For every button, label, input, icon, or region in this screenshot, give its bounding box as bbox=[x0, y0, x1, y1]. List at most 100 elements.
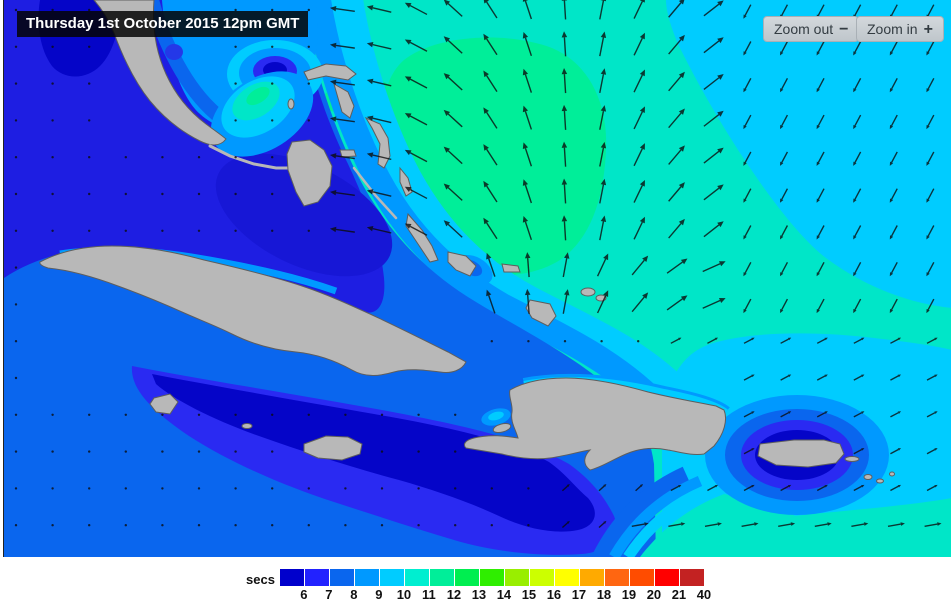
swell-arrow-dot bbox=[124, 156, 128, 159]
swell-arrow-dot bbox=[51, 119, 54, 122]
legend-cell-16: 16 bbox=[529, 569, 561, 602]
swell-arrow-dot bbox=[271, 8, 274, 12]
swell-arrow bbox=[926, 77, 935, 93]
swell-arrow bbox=[329, 226, 355, 233]
swell-arrow-dot bbox=[307, 413, 310, 416]
swell-arrow bbox=[561, 520, 570, 529]
legend-tick-label: 19 bbox=[621, 587, 637, 602]
swell-arrow-dot bbox=[14, 156, 18, 159]
swell-arrow-dot bbox=[14, 340, 18, 343]
swell-arrow bbox=[703, 37, 724, 54]
swell-arrow bbox=[779, 261, 789, 277]
swell-arrow bbox=[816, 151, 825, 166]
swell-arrow bbox=[443, 146, 463, 165]
swell-arrow bbox=[599, 178, 607, 204]
swell-arrow bbox=[668, 71, 685, 92]
swell-arrow-dot bbox=[14, 487, 18, 490]
swell-arrow bbox=[668, 218, 685, 239]
swell-arrow-dot bbox=[88, 156, 91, 159]
swell-arrow bbox=[779, 298, 789, 314]
swell-arrow bbox=[926, 484, 938, 492]
swell-arrow bbox=[779, 114, 789, 130]
swell-arrow bbox=[366, 41, 392, 50]
swell-arrow bbox=[486, 289, 496, 314]
swell-arrow-dot bbox=[271, 413, 274, 416]
swell-arrow-dot bbox=[344, 487, 347, 490]
swell-arrow bbox=[743, 4, 752, 19]
swell-arrow-dot bbox=[88, 413, 91, 416]
swell-arrow bbox=[561, 31, 568, 57]
crooked-acklins-islands bbox=[447, 251, 477, 277]
ocean-10s-se-band bbox=[623, 482, 715, 557]
zoom-out-button[interactable]: Zoom out − bbox=[763, 16, 860, 42]
swell-arrow bbox=[816, 484, 828, 492]
swell-arrow bbox=[329, 42, 355, 49]
swell-arrow-dot bbox=[234, 156, 237, 159]
swell-arrow bbox=[853, 77, 862, 93]
swell-arrow-dot bbox=[307, 487, 310, 490]
swell-arrow bbox=[816, 114, 825, 130]
swell-arrow bbox=[926, 225, 935, 240]
swell-arrow bbox=[633, 216, 645, 240]
ocean-6s-south-cuba bbox=[152, 374, 595, 532]
swell-arrow-dot bbox=[380, 450, 384, 453]
zoom-in-button[interactable]: Zoom in + bbox=[856, 16, 944, 42]
swell-arrow-dot bbox=[490, 487, 493, 490]
swell-arrow bbox=[483, 144, 498, 166]
swell-arrow bbox=[599, 68, 607, 94]
swell-arrow bbox=[703, 0, 724, 17]
swell-arrow-dot bbox=[124, 192, 128, 196]
swell-arrow bbox=[404, 76, 428, 89]
swell-arrow bbox=[889, 225, 898, 240]
swell-arrow-dot bbox=[51, 229, 54, 232]
swell-arrow bbox=[522, 0, 533, 20]
legend-tick-label: 9 bbox=[375, 587, 383, 602]
swell-arrow bbox=[483, 180, 498, 203]
swell-arrow bbox=[596, 253, 609, 277]
swell-arrow bbox=[666, 295, 688, 311]
swell-arrow-dot bbox=[88, 229, 91, 232]
swell-arrow bbox=[483, 217, 498, 240]
swell-arrow-dot bbox=[51, 45, 54, 48]
cuba-landmass bbox=[39, 245, 467, 376]
swell-arrow-dot bbox=[161, 413, 164, 416]
swell-arrow-dot bbox=[161, 487, 164, 490]
swell-arrow-dot bbox=[88, 487, 91, 490]
swell-arrow bbox=[779, 151, 789, 166]
swell-arrow bbox=[926, 261, 935, 277]
swell-arrow-dot bbox=[417, 413, 420, 416]
swell-arrow bbox=[524, 252, 531, 278]
legend-tick-label: 14 bbox=[496, 587, 512, 602]
swell-arrow bbox=[743, 41, 752, 56]
new-providence-island bbox=[339, 149, 357, 158]
swell-arrow bbox=[562, 289, 570, 314]
swell-period-map[interactable] bbox=[3, 0, 951, 557]
swell-arrow bbox=[889, 151, 898, 166]
swell-arrow-dot bbox=[271, 487, 274, 490]
swell-arrow bbox=[599, 105, 607, 130]
ocean-10s-topright bbox=[666, 0, 951, 308]
swell-arrow bbox=[779, 41, 789, 56]
swell-arrow-dot bbox=[161, 156, 164, 159]
swell-arrow bbox=[596, 290, 609, 314]
legend-cell-40: 40 bbox=[679, 569, 711, 602]
swell-arrow bbox=[743, 298, 752, 314]
swell-arrow bbox=[816, 41, 825, 56]
swell-arrow-dot bbox=[88, 8, 91, 12]
legend-cell-19: 19 bbox=[604, 569, 636, 602]
swell-arrow bbox=[780, 337, 792, 344]
swell-arrow bbox=[443, 109, 463, 128]
swell-arrow-dot bbox=[14, 524, 18, 527]
swell-arrow bbox=[853, 41, 862, 56]
swell-arrow-dot bbox=[14, 8, 18, 12]
legend-tick-label: 6 bbox=[300, 587, 308, 602]
swell-arrow-dot bbox=[307, 119, 310, 122]
swell-arrow bbox=[443, 73, 463, 91]
legend-tick-label: 20 bbox=[646, 587, 662, 602]
swell-arrow-dot bbox=[51, 156, 54, 159]
legend-tick-label: 16 bbox=[546, 587, 562, 602]
mayaguana-island bbox=[501, 263, 521, 273]
florida-keys bbox=[208, 144, 296, 170]
swell-arrow bbox=[853, 337, 865, 344]
ocean-10s-gonave-spot bbox=[488, 411, 504, 421]
